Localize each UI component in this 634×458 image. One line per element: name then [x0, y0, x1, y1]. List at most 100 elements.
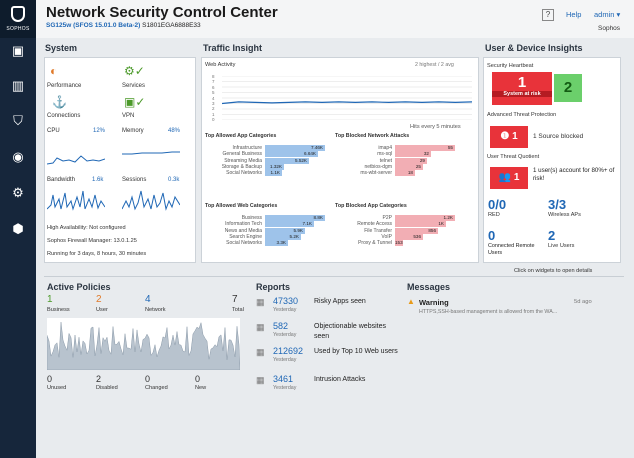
bar-row[interactable]: Remote Access 1K: [335, 221, 465, 228]
bar-label: File Transfer: [364, 227, 392, 234]
web-activity-chart[interactable]: [222, 76, 472, 120]
bar-label: Proxy & Tunnel: [358, 240, 392, 247]
bar-row[interactable]: imap4 55: [335, 145, 465, 151]
bar-row[interactable]: Streaming Media 5.52K: [205, 157, 335, 164]
bar-row[interactable]: ms-wbt-server 18: [335, 170, 465, 177]
blocked-attacks-bars[interactable]: imap4 55 ms-sql 32 telnet 29 netbios-dgm 25 ms-w…: [335, 145, 465, 177]
heartbeat-green[interactable]: 2: [554, 74, 582, 102]
bar-row[interactable]: Storage & Backup 1.32K: [205, 163, 335, 170]
bandwidth-sparkline[interactable]: [47, 185, 105, 212]
report-icon: ▦: [256, 347, 265, 357]
atp-label[interactable]: 1 Source blocked: [533, 133, 584, 140]
bar-row[interactable]: Business 8.8K: [205, 215, 335, 221]
gear-icon[interactable]: ⚙: [12, 185, 24, 200]
bar-row[interactable]: telnet 29: [335, 157, 465, 164]
bar-value: 5.52K: [265, 157, 309, 164]
report-item[interactable]: ▦ 212692 Yesterday Used by Top 10 Web users: [256, 346, 401, 370]
threat-shield-icon[interactable]: ◉: [12, 149, 24, 164]
help-link[interactable]: Help: [566, 10, 582, 19]
bar-value: 1.2K: [395, 215, 455, 221]
remote-users-label: Connected Remote Users: [488, 243, 535, 256]
blocked-apps-bars[interactable]: P2P 1.2K Remote Access 1K File Transfer 856 Vo…: [335, 215, 465, 247]
message-title[interactable]: Warning: [419, 298, 449, 307]
performance-label[interactable]: Performance: [47, 83, 82, 89]
bar-label: Search Engine: [229, 233, 262, 240]
policy-count-network[interactable]: 4: [145, 294, 151, 305]
heartbeat-at-risk[interactable]: 1 System at risk: [492, 72, 552, 105]
vpn-label[interactable]: VPN: [122, 113, 135, 119]
cpu-sparkline[interactable]: [47, 136, 105, 166]
web-categories-bars[interactable]: Business 8.8K Information Tech 7.1K News and…: [205, 215, 335, 247]
bar-label: P2P: [382, 215, 392, 221]
memory-label: Memory: [122, 128, 144, 134]
policy-count-business[interactable]: 1: [47, 294, 53, 305]
policy-activity-chart[interactable]: [47, 318, 240, 370]
wireless-value[interactable]: 3/3: [548, 197, 567, 212]
bar-row[interactable]: P2P 1.2K: [335, 215, 465, 221]
divider: [44, 276, 624, 277]
users-icon: 👥: [498, 172, 512, 183]
bar-row[interactable]: Search Engine 5.2K: [205, 233, 335, 240]
message-text[interactable]: HTTPS,SSH-based management is allowed fr…: [419, 309, 558, 315]
bar-row[interactable]: VoIP 536: [335, 233, 465, 240]
bar-label: ms-wbt-server: [360, 170, 392, 177]
red-value[interactable]: 0/0: [488, 197, 507, 212]
report-value: 212692: [273, 346, 304, 356]
bar-row[interactable]: Information Tech 7.1K: [205, 221, 335, 228]
warning-icon: ▲: [407, 297, 415, 306]
bar-value: 6.64K: [265, 151, 318, 158]
policy-count-user[interactable]: 2: [96, 294, 102, 305]
bar-row[interactable]: Social Networks 1.1K: [205, 170, 335, 177]
y-tick-label: 3: [212, 101, 215, 106]
monitor-icon[interactable]: ▣: [11, 43, 25, 58]
widgets-hint: Click on widgets to open details: [514, 268, 593, 274]
chart-icon[interactable]: ▥: [11, 78, 25, 93]
memory-sparkline[interactable]: [122, 136, 180, 166]
report-item[interactable]: ▦ 47330 Yesterday Risky Apps seen: [256, 296, 401, 320]
services-label[interactable]: Services: [122, 83, 146, 89]
policy-status-unused[interactable]: 0: [47, 374, 53, 384]
cube-icon[interactable]: ⬢: [12, 221, 24, 236]
active-policies-title: Active Policies: [47, 282, 111, 292]
help-icon[interactable]: ?: [542, 9, 554, 21]
policy-status-changed[interactable]: 0: [145, 374, 151, 384]
connections-icon[interactable]: ⚓: [52, 95, 67, 109]
services-icon[interactable]: ⚙✓: [124, 64, 145, 78]
vpn-icon[interactable]: ▣✓: [124, 95, 146, 109]
report-item[interactable]: ▦ 582 Yesterday Objectionable websites seen: [256, 321, 401, 345]
bar-row[interactable]: News and Media 5.9K: [205, 227, 335, 234]
utq-label[interactable]: 1 user(s) account for 80%+ of risk!: [533, 167, 615, 182]
bar-label: Business: [241, 215, 262, 221]
atp-alert-icon: ❶: [500, 131, 513, 142]
bar-row[interactable]: File Transfer 856: [335, 227, 465, 234]
bar-row[interactable]: Infrastructure 7.46K: [205, 145, 335, 151]
heartbeat-red-label: System at risk: [492, 91, 552, 97]
web-activity-line: [222, 101, 472, 105]
sophos-logo[interactable]: SOPHOS: [0, 0, 36, 38]
bar-row[interactable]: Proxy & Tunnel 153: [335, 240, 465, 247]
bar-row[interactable]: netbios-dgm 25: [335, 163, 465, 170]
utq-count[interactable]: 👥 1: [490, 167, 528, 189]
connections-label[interactable]: Connections: [47, 113, 81, 119]
bar-label: Streaming Media: [224, 157, 262, 164]
bar-row[interactable]: ms-sql 32: [335, 151, 465, 158]
policy-status-disabled[interactable]: 2: [96, 374, 102, 384]
bar-row[interactable]: General Business 6.64K: [205, 151, 335, 158]
policy-status-new[interactable]: 0: [195, 374, 201, 384]
bar-row[interactable]: Social Networks 3.3K: [205, 240, 335, 247]
policy-count-total[interactable]: 7: [232, 294, 238, 305]
report-item[interactable]: ▦ 3461 Yesterday Intrusion Attacks: [256, 374, 401, 398]
shield-icon[interactable]: ⛉: [13, 113, 23, 128]
performance-icon[interactable]: ◐: [50, 64, 58, 78]
live-users-value[interactable]: 2: [548, 228, 556, 243]
app-categories-bars[interactable]: Infrastructure 7.46K General Business 6.64K…: [205, 145, 335, 177]
sessions-sparkline[interactable]: [122, 185, 180, 212]
policy-status-label: Disabled: [96, 385, 118, 391]
admin-menu[interactable]: admin ▾: [594, 10, 621, 19]
atp-count[interactable]: ❶ 1: [490, 126, 528, 148]
remote-users-value[interactable]: 0: [488, 228, 496, 243]
device-model[interactable]: SG125w (SFOS 15.01.0 Beta-2): [46, 22, 141, 29]
report-period: Yesterday: [273, 332, 297, 338]
bar-value: 153: [395, 240, 403, 247]
sidebar: SOPHOS ▣ ▥ ⛉ ◉ ⚙ ⬢: [0, 0, 36, 458]
